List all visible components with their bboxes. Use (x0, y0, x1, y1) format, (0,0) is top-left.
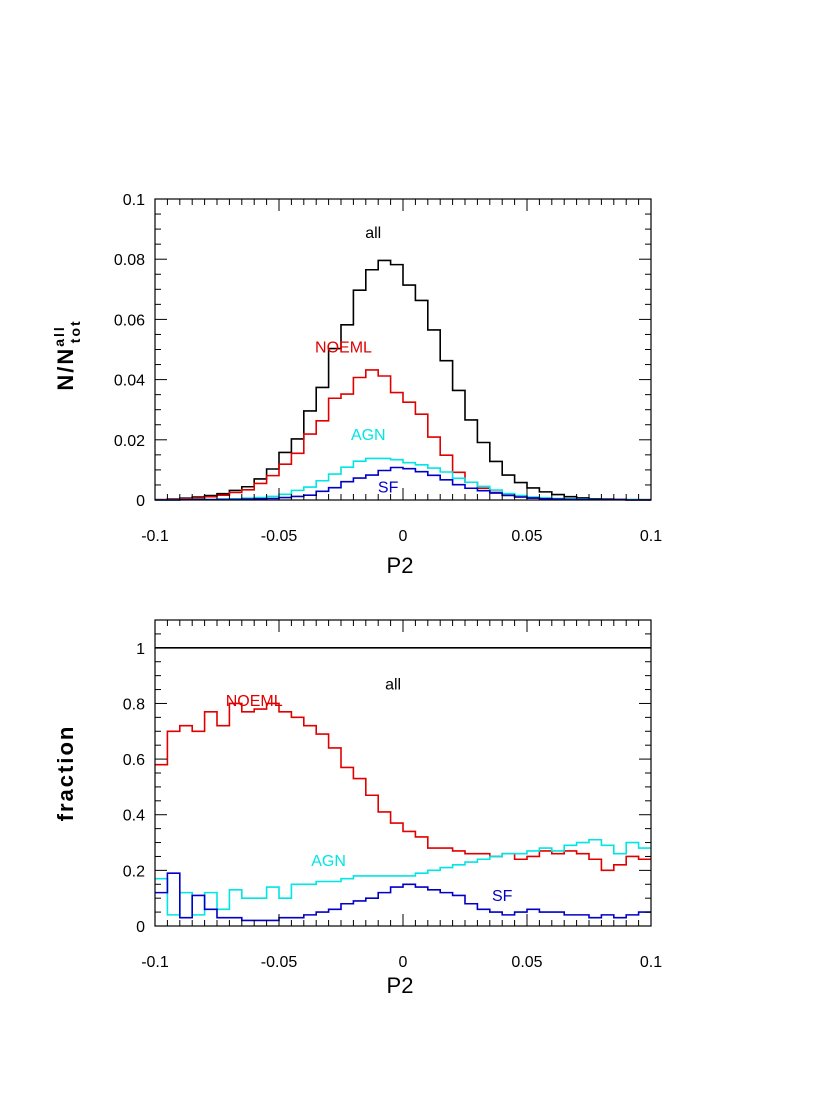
y-axis-title-base: N/N (53, 347, 78, 391)
top-x-tick-label: 0.1 (640, 528, 662, 545)
bottom-x-axis-title: P2 (387, 973, 414, 998)
top-series-noeml-label: NOEML (315, 340, 372, 357)
bottom-plot-frame (154, 619, 652, 927)
bottom-y-tick-label: 1 (136, 641, 145, 658)
bottom-series-all-label: all (385, 677, 401, 694)
top-series-all-label: all (365, 225, 381, 242)
top-y-axis-title: N/Nalltot (51, 319, 83, 390)
top-series-all-line (155, 259, 651, 501)
bottom-series-noeml-label: NOEML (226, 693, 283, 710)
bottom-series-noeml-line (155, 702, 651, 872)
bottom-series-sf-line (155, 872, 651, 922)
top-y-tick-label: 0.04 (114, 373, 145, 390)
top-series-sf-label: SF (378, 479, 399, 496)
bottom-x-tick-label: -0.1 (141, 954, 169, 971)
top-y-tick-label: 0 (136, 493, 145, 510)
top-series-noeml-line (155, 369, 651, 501)
top-x-tick-label: -0.1 (141, 528, 169, 545)
y-axis-title-superscript: all (51, 325, 67, 347)
top-x-tick-label: 0.05 (511, 528, 542, 545)
bottom-series-agn-line (155, 838, 651, 916)
y-axis-title-subscript: tot (67, 319, 83, 343)
top-y-tick-label: 0.08 (114, 252, 145, 269)
bottom-x-tick-label: 0 (399, 954, 408, 971)
bottom-x-tick-label: -0.05 (261, 954, 298, 971)
bottom-y-tick-label: 0 (136, 919, 145, 936)
bottom-y-axis-title: fraction (53, 725, 78, 822)
bottom-series-sf-label: SF (492, 888, 513, 905)
bottom-x-tick-label: 0.1 (640, 954, 662, 971)
bottom-y-tick-label: 0.2 (123, 863, 145, 880)
top-plot-frame (154, 198, 652, 501)
top-x-tick-label: -0.05 (261, 528, 298, 545)
top-series-agn-label: AGN (351, 427, 386, 444)
bottom-fraction-panel: P2 fraction all NOEML AGN SF -0.1 -0.05 0 0.05 0… (53, 619, 662, 998)
top-x-axis-title: P2 (387, 553, 414, 578)
bottom-x-tick-label: 0.05 (511, 954, 542, 971)
bottom-series-agn-label: AGN (311, 853, 346, 870)
top-y-tick-label: 0.06 (114, 312, 145, 329)
top-y-tick-label: 0.02 (114, 433, 145, 450)
bottom-y-tick-label: 0.4 (123, 808, 145, 825)
bottom-y-tick-label: 0.6 (123, 752, 145, 769)
top-y-tick-label: 0.1 (123, 192, 145, 209)
top-x-tick-label: 0 (399, 528, 408, 545)
bottom-y-tick-label: 0.8 (123, 696, 145, 713)
